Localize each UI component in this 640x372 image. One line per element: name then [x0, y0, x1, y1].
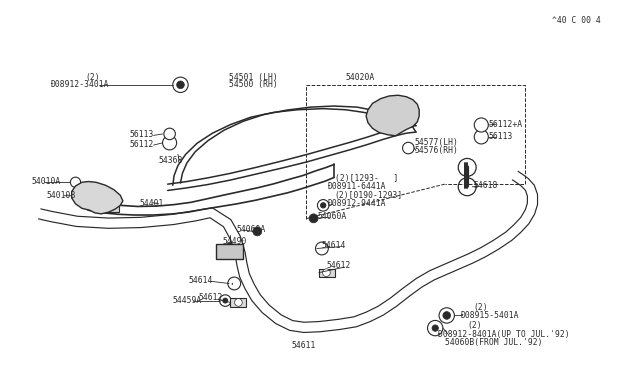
Circle shape: [432, 325, 438, 331]
Text: Ð08912-3401A: Ð08912-3401A: [51, 80, 109, 89]
Text: 56113: 56113: [129, 130, 154, 139]
Text: Ð08912-8401A(UP TO JUL.'92): Ð08912-8401A(UP TO JUL.'92): [438, 330, 570, 339]
Text: 54060A: 54060A: [237, 225, 266, 234]
Circle shape: [220, 295, 231, 306]
Text: 54577(LH): 54577(LH): [415, 138, 459, 147]
Text: 56113: 56113: [488, 132, 513, 141]
Circle shape: [388, 115, 405, 131]
Circle shape: [321, 203, 326, 208]
Circle shape: [403, 142, 414, 154]
Text: 54612: 54612: [326, 262, 351, 270]
Circle shape: [235, 299, 243, 306]
Circle shape: [90, 193, 96, 199]
Circle shape: [458, 158, 476, 176]
Circle shape: [90, 189, 105, 205]
Text: (2): (2): [467, 321, 482, 330]
Text: ^40 C 00 4: ^40 C 00 4: [552, 16, 600, 25]
Text: (2): (2): [474, 303, 488, 312]
Circle shape: [177, 81, 184, 89]
Bar: [319, 269, 335, 277]
Circle shape: [253, 227, 262, 236]
Circle shape: [163, 136, 177, 150]
Circle shape: [323, 269, 330, 276]
Text: 54611: 54611: [292, 341, 316, 350]
Circle shape: [458, 178, 476, 196]
Circle shape: [223, 298, 228, 303]
Polygon shape: [366, 95, 419, 136]
Text: (2): (2): [85, 73, 100, 81]
Circle shape: [70, 177, 81, 187]
Text: 54501 (LH): 54501 (LH): [229, 73, 278, 81]
Text: 56112+A: 56112+A: [488, 120, 522, 129]
Text: 54459A: 54459A: [173, 296, 202, 305]
FancyBboxPatch shape: [216, 244, 243, 259]
Text: 54612: 54612: [198, 293, 223, 302]
Text: 54401: 54401: [140, 199, 164, 208]
Text: 54614: 54614: [189, 276, 213, 285]
Text: 54368: 54368: [159, 156, 183, 165]
Text: (2)[1293-   ]: (2)[1293- ]: [335, 174, 398, 183]
Bar: [108, 205, 119, 212]
Text: Ð08911-6441A: Ð08911-6441A: [328, 182, 386, 191]
Circle shape: [443, 312, 451, 319]
Text: 54060B(FROM JUL.'92): 54060B(FROM JUL.'92): [445, 338, 542, 347]
Text: Ð08912-9441A: Ð08912-9441A: [328, 199, 386, 208]
Circle shape: [309, 214, 318, 223]
Circle shape: [401, 104, 412, 115]
Circle shape: [474, 118, 488, 132]
Circle shape: [227, 248, 232, 254]
Text: 54618: 54618: [474, 182, 498, 190]
Text: Ð08915-5401A: Ð08915-5401A: [461, 311, 519, 320]
Text: 54060A: 54060A: [317, 212, 347, 221]
Circle shape: [428, 320, 443, 336]
Text: 54010B: 54010B: [46, 191, 76, 200]
Text: 54020A: 54020A: [346, 73, 375, 81]
Text: 54490: 54490: [223, 237, 247, 246]
Circle shape: [439, 308, 454, 323]
Text: 54576(RH): 54576(RH): [415, 146, 459, 155]
Text: (2)[0190-1293]: (2)[0190-1293]: [335, 191, 403, 200]
Polygon shape: [72, 182, 123, 214]
Text: 54500 (RH): 54500 (RH): [229, 80, 278, 89]
Text: 54614: 54614: [322, 241, 346, 250]
Circle shape: [385, 105, 394, 114]
Text: 56112: 56112: [129, 140, 154, 149]
Text: 54010A: 54010A: [32, 177, 61, 186]
Circle shape: [164, 128, 175, 140]
Circle shape: [173, 77, 188, 93]
Circle shape: [474, 130, 488, 144]
Circle shape: [86, 189, 100, 203]
Bar: [230, 298, 246, 307]
Circle shape: [317, 200, 329, 211]
Circle shape: [222, 243, 237, 259]
